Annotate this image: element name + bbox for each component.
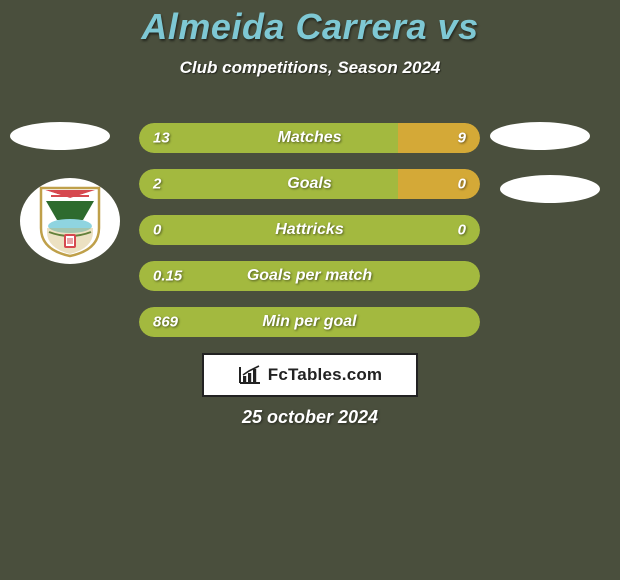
bar-chart-icon [238, 365, 262, 385]
stat-value-left: 869 [153, 314, 178, 331]
stat-value-right: 0 [458, 176, 466, 193]
player-ellipse-right-2 [500, 175, 600, 203]
stat-row: 2Goals0 [139, 169, 480, 199]
stat-value-left: 13 [153, 130, 170, 147]
shield-icon [37, 184, 103, 258]
stat-bar-left [139, 123, 398, 153]
stat-value-left: 0.15 [153, 268, 182, 285]
stats-container: 13Matches9 2Goals0 0Hattricks0 0.15Goals pe… [139, 123, 480, 353]
stat-bar-right [398, 169, 480, 199]
stat-value-right: 9 [458, 130, 466, 147]
stat-bar-full [139, 261, 480, 291]
stat-row: 0Hattricks0 [139, 215, 480, 245]
brand-label: FcTables.com [268, 365, 383, 385]
stat-row: 13Matches9 [139, 123, 480, 153]
stat-bar-left [139, 169, 398, 199]
stat-row: 869Min per goal [139, 307, 480, 337]
subtitle: Club competitions, Season 2024 [0, 58, 620, 78]
stat-bar-full [139, 215, 480, 245]
club-badge-left [20, 178, 120, 264]
stat-bar-full [139, 307, 480, 337]
stat-value-right: 0 [458, 222, 466, 239]
stat-value-left: 2 [153, 176, 161, 193]
stat-value-left: 0 [153, 222, 161, 239]
player-ellipse-left [10, 122, 110, 150]
page-title: Almeida Carrera vs [0, 0, 620, 48]
player-ellipse-right-1 [490, 122, 590, 150]
stat-row: 0.15Goals per match [139, 261, 480, 291]
brand-box[interactable]: FcTables.com [202, 353, 418, 397]
stat-bar-right [398, 123, 480, 153]
date-label: 25 october 2024 [0, 407, 620, 428]
